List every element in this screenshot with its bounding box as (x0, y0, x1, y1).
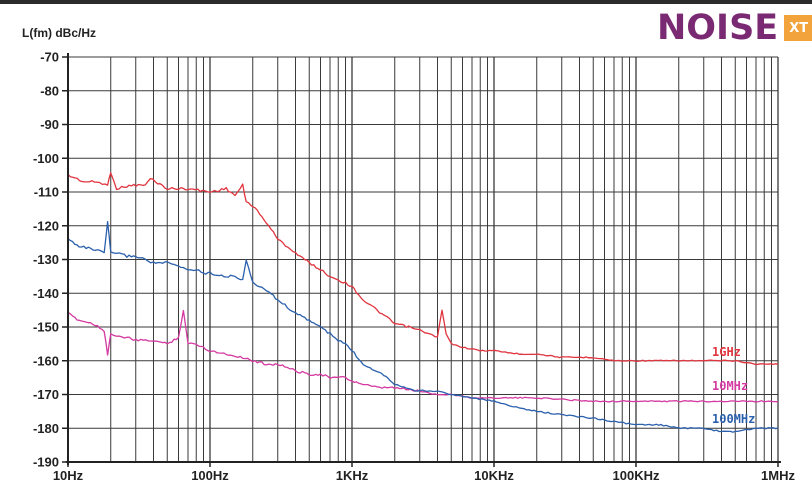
y-tick-label: -150 (33, 320, 59, 335)
y-tick-label: -160 (33, 353, 59, 368)
y-tick-label: -180 (33, 421, 59, 436)
series-layer (67, 172, 779, 433)
series-label-10mhz: 10MHz (712, 379, 748, 393)
series-line-100mhz (67, 220, 779, 433)
x-tick-label: 1MHz (761, 468, 795, 483)
top-border (0, 0, 812, 4)
x-tick-label: 100Hz (191, 468, 229, 483)
y-tick-label: -130 (33, 252, 59, 267)
y-tick-label: -140 (33, 286, 59, 301)
logo-main-text: NOISE (657, 8, 779, 48)
logo-sub-badge: XT (784, 15, 812, 41)
series-label-1ghz: 1GHz (712, 345, 741, 359)
axes (62, 53, 781, 467)
y-tick-label: -90 (40, 117, 59, 132)
y-tick-label: -190 (33, 455, 59, 470)
y-tick-label: -80 (40, 83, 59, 98)
x-tick-label: 10KHz (474, 468, 514, 483)
y-tick-label: -70 (40, 50, 59, 65)
y-tick-label: -110 (34, 185, 59, 200)
y-tick-label: -170 (33, 387, 59, 402)
series-line-1ghz (67, 172, 779, 366)
tick-labels: -70 -80 -90 -100 -110 -120 -130 -140 -150 -160 -17… (33, 50, 796, 483)
x-tick-label: 100KHz (613, 468, 660, 483)
grid-lines (67, 56, 779, 463)
y-tick-label: -120 (33, 218, 59, 233)
x-tick-label: 10Hz (53, 468, 84, 483)
series-label-100mhz: 100MHz (712, 412, 755, 426)
y-axis-label: L(fm) dBc/Hz (22, 26, 96, 40)
y-tick-label: -100 (33, 151, 59, 166)
series-line-10mhz (67, 309, 779, 403)
x-tick-label: 1KHz (336, 468, 369, 483)
noise-xt-logo: NOISE XT (657, 9, 812, 47)
